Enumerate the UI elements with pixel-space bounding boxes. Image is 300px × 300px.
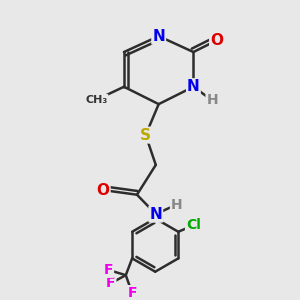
Text: H: H	[206, 93, 218, 107]
Text: N: N	[187, 79, 200, 94]
Text: S: S	[140, 128, 151, 142]
Text: N: N	[152, 28, 165, 44]
Text: N: N	[149, 207, 162, 222]
Text: F: F	[128, 286, 137, 300]
Text: F: F	[104, 263, 113, 277]
Text: F: F	[106, 276, 116, 290]
Text: CH₃: CH₃	[85, 95, 108, 105]
Text: Cl: Cl	[186, 218, 201, 233]
Text: O: O	[210, 33, 223, 48]
Text: O: O	[97, 183, 110, 198]
Text: H: H	[171, 198, 182, 212]
